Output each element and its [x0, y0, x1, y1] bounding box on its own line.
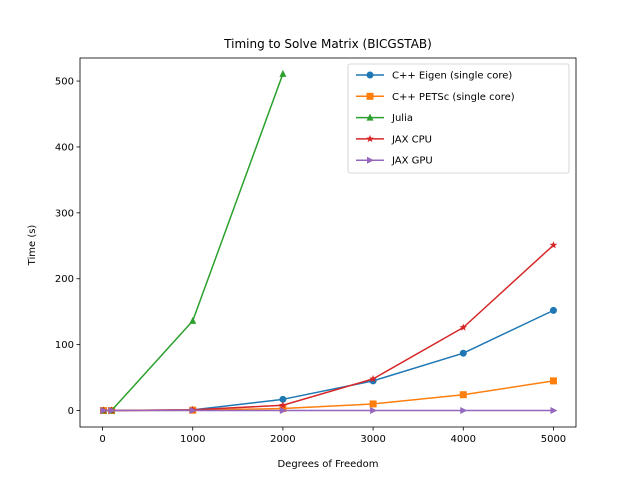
series-4 — [100, 407, 558, 415]
x-tick-label: 5000 — [541, 434, 566, 445]
legend-label: JAX GPU — [391, 156, 433, 167]
x-axis-title: Degrees of Freedom — [277, 459, 378, 470]
legend-label: Julia — [391, 113, 413, 124]
legend-marker — [366, 134, 374, 143]
data-point — [369, 374, 377, 383]
data-point — [459, 391, 467, 399]
legend-marker — [366, 92, 374, 100]
data-point — [459, 323, 468, 331]
y-tick-label: 200 — [55, 274, 74, 285]
chart-title: Timing to Solve Matrix (BICGSTAB) — [223, 37, 432, 51]
data-point — [189, 316, 197, 324]
axes: 0 1000 2000 3000 4000 5000 0 100 200 300 400 500 — [55, 57, 577, 445]
legend-marker — [367, 156, 374, 164]
y-tick-label: 300 — [55, 208, 74, 219]
y-tick-label: 100 — [55, 340, 74, 351]
data-point — [279, 401, 287, 409]
data-point — [549, 241, 558, 249]
data-point — [369, 400, 377, 408]
data-point — [100, 407, 108, 415]
data-point — [370, 407, 378, 415]
plot-area — [99, 69, 558, 415]
legend-entry: C++ PETSc (single core) — [356, 92, 515, 103]
data-point — [108, 407, 116, 415]
axes-frame — [79, 57, 577, 428]
x-tick-label: 4000 — [451, 434, 476, 445]
legend-entry: C++ Eigen (single core) — [356, 71, 512, 82]
legend-label: C++ PETSc (single core) — [392, 92, 515, 103]
legend-entry: JAX GPU — [356, 156, 433, 167]
legend-box — [347, 63, 570, 174]
data-point — [549, 306, 557, 314]
x-tick-label: 1000 — [180, 434, 205, 445]
y-tick-label: 400 — [55, 142, 74, 153]
y-tick-label: 0 — [68, 406, 74, 417]
data-point — [279, 395, 287, 403]
legend-label: C++ Eigen (single core) — [392, 71, 512, 82]
data-point — [549, 377, 557, 385]
data-point — [279, 69, 287, 77]
legend-marker — [366, 71, 374, 79]
x-tick-label: 2000 — [270, 434, 295, 445]
x-tick-label: 3000 — [360, 434, 385, 445]
data-point — [550, 407, 558, 415]
legend-label: JAX CPU — [391, 134, 432, 145]
x-tick-label: 0 — [99, 434, 105, 445]
data-point — [279, 407, 287, 415]
y-axis-title: Time (s) — [27, 225, 38, 267]
data-point — [189, 407, 197, 415]
legend-entry: JAX CPU — [356, 134, 432, 145]
legend-entry: Julia — [356, 113, 413, 124]
y-tick-label: 500 — [55, 77, 74, 88]
data-point — [459, 349, 467, 357]
legend-marker — [366, 113, 374, 121]
data-point — [460, 407, 468, 415]
legend: C++ Eigen (single core) C++ PETSc (single… — [347, 63, 570, 174]
